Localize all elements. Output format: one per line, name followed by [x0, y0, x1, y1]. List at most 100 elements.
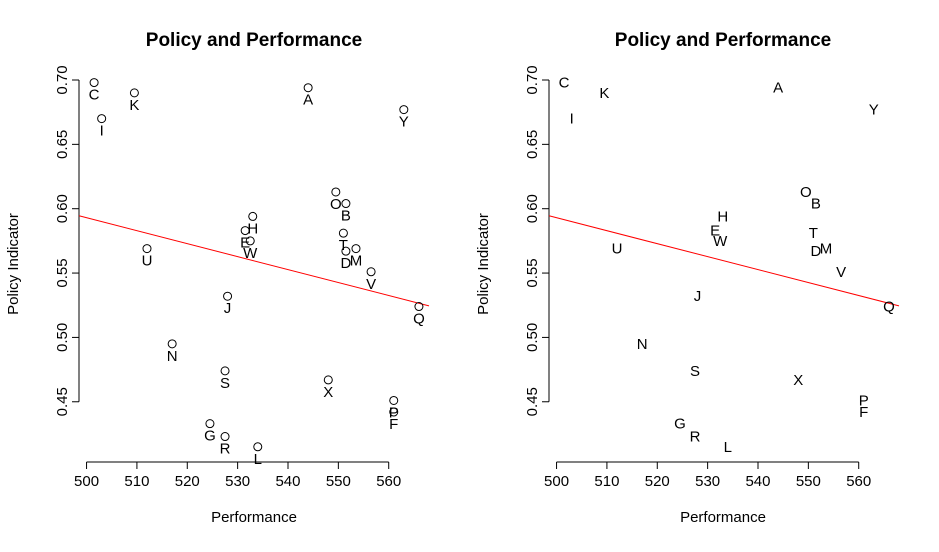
- left-point-label: L: [254, 451, 262, 468]
- right-x-tick-label: 550: [796, 473, 821, 490]
- left-point-label: H: [247, 220, 258, 237]
- left-point-marker: [323, 375, 333, 385]
- left-point-label: Q: [413, 311, 425, 328]
- left-point-marker: [303, 83, 313, 93]
- left-x-tick-label: 520: [175, 473, 200, 490]
- right-y-tick-label: 0.70: [524, 65, 541, 94]
- right-regression-line: [548, 215, 900, 307]
- left-x-tick-label: 500: [74, 473, 99, 490]
- left-point-label: F: [389, 416, 398, 433]
- right-x-tick-label: 560: [846, 473, 871, 490]
- right-point-label: C: [559, 75, 570, 92]
- left-point-label: E: [240, 235, 250, 252]
- left-x-axis: 500 510 520 530 540 550 560: [74, 461, 401, 490]
- right-point-label: F: [859, 404, 868, 421]
- right-point-label: L: [724, 439, 732, 456]
- right-point-label: Y: [869, 102, 879, 119]
- right-y-tick-label: 0.65: [524, 130, 541, 159]
- left-point-label: C: [89, 87, 100, 104]
- left-point-label: N: [167, 348, 178, 365]
- right-y-tick-label: 0.45: [524, 387, 541, 416]
- left-point-marker: [389, 407, 399, 417]
- left-point-label: P: [389, 404, 399, 421]
- left-point-label: I: [100, 123, 104, 140]
- left-point-marker: [414, 302, 424, 312]
- left-points-group: A B C D E F G H I J K L M N O P Q R S T U V W X Y: [89, 78, 425, 468]
- left-point-label: K: [129, 97, 139, 114]
- left-point-label: Y: [399, 114, 409, 131]
- left-point-marker: [205, 419, 215, 429]
- left-point-marker: [248, 211, 258, 221]
- left-point-label: W: [243, 245, 258, 262]
- left-point-marker: [89, 78, 99, 88]
- left-point-label: J: [224, 300, 232, 317]
- right-point-label: S: [690, 363, 700, 380]
- right-point-label: M: [820, 241, 833, 258]
- right-point-label: G: [674, 416, 686, 433]
- left-y-tick-label: 0.45: [54, 387, 71, 416]
- right-point-label: I: [570, 111, 574, 128]
- left-point-marker: [223, 291, 233, 301]
- left-x-tick-label: 510: [124, 473, 149, 490]
- left-scatter-panel: Policy and Performance Performance Polic…: [5, 30, 430, 526]
- left-x-tick-label: 530: [225, 473, 250, 490]
- right-x-tick-label: 510: [594, 473, 619, 490]
- right-point-label: N: [637, 336, 648, 353]
- right-x-tick-label: 530: [695, 473, 720, 490]
- left-point-marker: [351, 244, 361, 254]
- left-x-tick-label: 540: [275, 473, 300, 490]
- left-point-marker: [129, 88, 139, 98]
- left-y-tick-label: 0.50: [54, 323, 71, 352]
- right-point-label: X: [793, 372, 803, 389]
- left-point-label: M: [350, 253, 363, 270]
- left-point-label: D: [340, 255, 351, 272]
- left-point-marker: [142, 244, 152, 254]
- left-point-marker: [366, 267, 376, 277]
- left-x-axis-label: Performance: [211, 509, 297, 526]
- left-y-axis-label: Policy Indicator: [5, 213, 22, 315]
- left-point-marker: [399, 105, 409, 115]
- right-point-label: Q: [883, 299, 895, 316]
- left-point-marker: [331, 187, 341, 197]
- left-point-label: U: [142, 253, 153, 270]
- left-point-label: S: [220, 375, 230, 392]
- left-y-tick-label: 0.60: [54, 194, 71, 223]
- right-point-label: J: [694, 288, 702, 305]
- left-point-label: A: [303, 92, 313, 109]
- right-x-tick-label: 500: [544, 473, 569, 490]
- left-x-tick-label: 550: [326, 473, 351, 490]
- left-chart-title: Policy and Performance: [146, 30, 362, 51]
- right-point-label: D: [810, 243, 821, 260]
- left-point-label: O: [330, 196, 342, 213]
- right-x-tick-label: 520: [645, 473, 670, 490]
- right-point-label: O: [800, 184, 812, 201]
- right-y-axis: 0.45 0.50 0.55 0.60 0.65 0.70: [524, 65, 550, 416]
- right-point-label: K: [599, 85, 609, 102]
- right-point-label: B: [811, 196, 821, 213]
- left-point-marker: [167, 339, 177, 349]
- right-fit-line-group: [548, 215, 900, 307]
- left-point-marker: [240, 226, 250, 236]
- right-y-tick-label: 0.50: [524, 323, 541, 352]
- right-points-group: A B C D E F G H I J K L M N O P Q R S T U V W X Y: [559, 75, 895, 456]
- left-point-label: G: [204, 428, 216, 445]
- left-point-marker: [341, 199, 351, 209]
- left-point-marker: [389, 395, 399, 405]
- right-y-tick-label: 0.60: [524, 194, 541, 223]
- left-x-tick-label: 560: [376, 473, 401, 490]
- right-x-axis-label: Performance: [680, 509, 766, 526]
- right-y-axis-label: Policy Indicator: [475, 213, 492, 315]
- right-point-label: E: [710, 223, 720, 240]
- left-y-tick-label: 0.55: [54, 258, 71, 287]
- right-point-label: A: [773, 80, 783, 97]
- right-x-axis: 500 510 520 530 540 550 560: [544, 461, 871, 490]
- left-point-marker: [245, 236, 255, 246]
- left-y-tick-label: 0.65: [54, 130, 71, 159]
- right-point-label: T: [809, 225, 818, 242]
- left-point-marker: [341, 246, 351, 256]
- right-point-label: V: [836, 264, 846, 281]
- right-point-label: P: [859, 392, 869, 409]
- right-scatter-panel: Policy and Performance Performance Polic…: [475, 30, 900, 526]
